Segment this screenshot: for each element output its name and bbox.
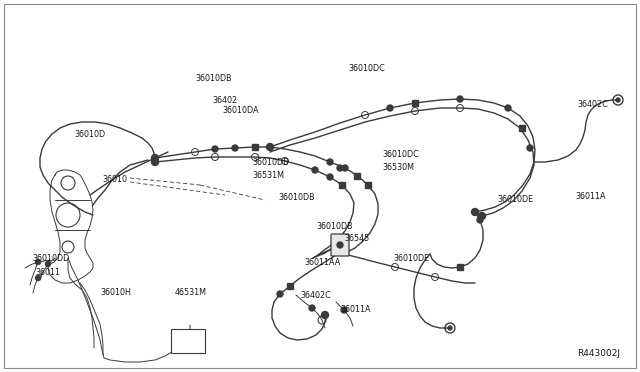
Bar	[457, 264, 463, 270]
Circle shape	[472, 208, 479, 215]
Circle shape	[312, 167, 318, 173]
Bar	[519, 125, 525, 131]
Text: 36010D: 36010D	[74, 130, 105, 139]
Text: 36010DB: 36010DB	[316, 222, 353, 231]
Text: 36010DC: 36010DC	[348, 64, 385, 73]
Text: 36011: 36011	[35, 268, 60, 277]
Circle shape	[212, 146, 218, 152]
Text: 36011A: 36011A	[340, 305, 371, 314]
Bar	[354, 173, 360, 179]
Text: 36010DB: 36010DB	[252, 158, 289, 167]
Text: 36402C: 36402C	[577, 100, 608, 109]
Text: 36010: 36010	[102, 175, 127, 184]
Bar	[412, 100, 418, 106]
Bar	[252, 144, 258, 150]
Circle shape	[448, 326, 452, 330]
Circle shape	[277, 291, 283, 297]
Circle shape	[505, 105, 511, 111]
FancyBboxPatch shape	[171, 329, 205, 353]
Circle shape	[152, 154, 159, 161]
Circle shape	[152, 158, 159, 166]
Text: 36010DB: 36010DB	[195, 74, 232, 83]
Circle shape	[45, 262, 51, 266]
Text: 36530M: 36530M	[382, 163, 414, 172]
Text: 36010DE: 36010DE	[393, 254, 429, 263]
Circle shape	[457, 96, 463, 102]
Text: 36010DB: 36010DB	[278, 193, 315, 202]
Circle shape	[337, 165, 343, 171]
Text: 36010DA: 36010DA	[222, 106, 259, 115]
FancyBboxPatch shape	[331, 234, 349, 256]
Circle shape	[35, 276, 40, 280]
Circle shape	[341, 307, 347, 313]
Bar	[339, 182, 345, 188]
Text: 36010DC: 36010DC	[382, 150, 419, 159]
Text: 36545: 36545	[344, 234, 369, 243]
Circle shape	[35, 260, 40, 264]
Bar	[287, 283, 293, 289]
Circle shape	[342, 165, 348, 171]
Circle shape	[527, 145, 533, 151]
Text: 36402: 36402	[212, 96, 237, 105]
Circle shape	[616, 98, 620, 102]
Circle shape	[477, 217, 483, 223]
Bar	[365, 182, 371, 188]
Circle shape	[321, 311, 328, 318]
Circle shape	[387, 105, 393, 111]
Text: 36011A: 36011A	[575, 192, 605, 201]
Circle shape	[309, 305, 315, 311]
Text: 36010DD: 36010DD	[32, 254, 69, 263]
Text: 36402C: 36402C	[300, 291, 331, 300]
Text: R443002J: R443002J	[577, 349, 620, 358]
Text: 46531M: 46531M	[175, 288, 207, 297]
Text: 36010H: 36010H	[100, 288, 131, 297]
Circle shape	[327, 159, 333, 165]
Text: 36010DE: 36010DE	[497, 195, 533, 204]
Circle shape	[327, 174, 333, 180]
Text: 36011AA: 36011AA	[304, 258, 340, 267]
Circle shape	[266, 144, 273, 151]
Circle shape	[232, 145, 238, 151]
Circle shape	[337, 242, 343, 248]
Text: 36531M: 36531M	[252, 171, 284, 180]
Circle shape	[479, 212, 486, 219]
